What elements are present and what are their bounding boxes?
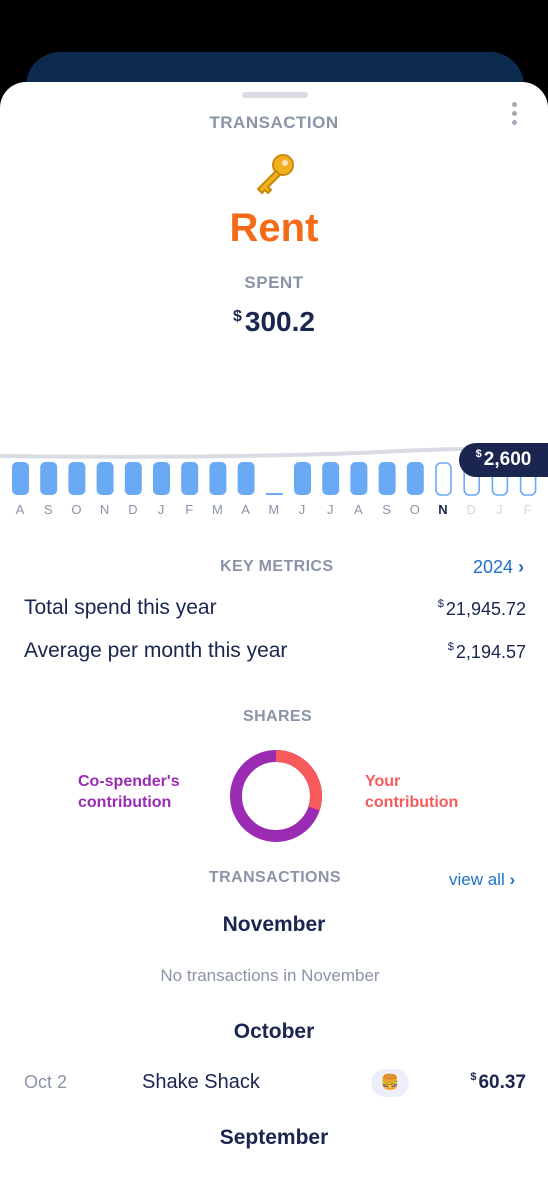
chart-bar[interactable]: [350, 462, 368, 495]
currency-symbol: $: [233, 308, 242, 325]
month-tick-label[interactable]: J: [496, 502, 504, 517]
chart-bar[interactable]: [124, 462, 142, 495]
transaction-amount: $60.37: [470, 1071, 526, 1094]
month-tick-label[interactable]: M: [268, 502, 281, 517]
chart-bar[interactable]: [181, 462, 199, 495]
total-spend-amount: 21,945.72: [445, 599, 526, 619]
year-label: 2024: [473, 557, 514, 577]
your-legend: Your contribution: [365, 771, 458, 813]
month-tick-label[interactable]: A: [241, 502, 251, 517]
transaction-name: Shake Shack: [142, 1071, 260, 1093]
chart-bar[interactable]: [209, 462, 227, 495]
sheet-grabber[interactable]: [242, 92, 308, 98]
average-spend-label: Average per month this year: [24, 639, 288, 662]
spent-value: 300.2: [244, 306, 315, 337]
month-tick-label[interactable]: A: [15, 502, 26, 517]
month-heading-october: October: [233, 1020, 315, 1043]
month-tick-label[interactable]: O: [71, 502, 83, 517]
average-spend-value: $2,194.57: [447, 641, 526, 663]
currency-symbol: $: [470, 1071, 477, 1083]
more-options-icon[interactable]: [506, 102, 522, 132]
tooltip-currency: $: [475, 448, 482, 460]
chart-bar[interactable]: [237, 462, 255, 495]
month-tick-label[interactable]: J: [326, 502, 335, 517]
chart-tooltip: $2,600: [459, 443, 548, 477]
month-tick-label[interactable]: F: [185, 502, 195, 517]
co-spender-legend-line2: contribution: [78, 794, 172, 811]
your-legend-line1: Your: [365, 773, 401, 790]
month-heading-november: November: [222, 913, 326, 936]
chart-bar[interactable]: [378, 462, 396, 495]
sheet-eyebrow: TRANSACTION: [209, 113, 339, 132]
month-tick-label[interactable]: J: [157, 502, 166, 517]
view-all-label: view all: [449, 870, 505, 889]
tooltip-value: 2,600: [483, 449, 532, 470]
chart-bar[interactable]: [40, 462, 58, 495]
chart-bar[interactable]: [96, 462, 114, 495]
month-tick-label[interactable]: M: [211, 502, 224, 517]
transaction-date: Oct 2: [24, 1072, 68, 1092]
view-all-link[interactable]: view all ›: [449, 870, 515, 890]
your-share-arc: [230, 750, 322, 842]
month-tick-label[interactable]: O: [409, 502, 421, 517]
year-selector[interactable]: 2024 ›: [473, 557, 524, 578]
spent-label: SPENT: [244, 273, 304, 292]
shares-heading: SHARES: [243, 708, 313, 725]
chart-bar[interactable]: [435, 462, 452, 496]
transactions-heading: TRANSACTIONS: [209, 869, 341, 886]
month-tick-label[interactable]: J: [298, 502, 307, 517]
key-metrics-heading: KEY METRICS: [220, 558, 334, 575]
chart-bar[interactable]: [12, 462, 29, 495]
burger-icon: 🍔: [371, 1069, 409, 1097]
co-spender-legend: Co-spender's contribution: [78, 771, 180, 813]
transaction-sheet: TRANSACTION Rent SPENT $300.2 $2,600 A S O…: [0, 82, 548, 1184]
chart-bar[interactable]: [294, 462, 311, 495]
month-tick-label[interactable]: F: [523, 502, 533, 517]
average-spend-amount: 2,194.57: [455, 642, 526, 662]
month-tick-label[interactable]: S: [382, 502, 392, 517]
co-spender-legend-line1: Co-spender's: [78, 773, 180, 790]
chart-bar[interactable]: [265, 493, 283, 495]
month-heading-september: September: [219, 1126, 329, 1149]
empty-month-note: No transactions in November: [160, 966, 380, 985]
month-tick-label[interactable]: N: [99, 502, 111, 517]
monthly-spend-chart[interactable]: [0, 372, 548, 512]
total-spend-value: $21,945.72: [437, 598, 526, 620]
total-spend-label: Total spend this year: [24, 596, 217, 619]
spent-amount: $300.2: [0, 306, 548, 338]
month-tick-label[interactable]: A: [354, 502, 364, 517]
shares-donut-chart: [230, 750, 322, 842]
currency-symbol: $: [447, 641, 454, 653]
chart-bar[interactable]: [153, 462, 170, 495]
your-legend-line2: contribution: [365, 794, 459, 811]
chevron-right-icon: ›: [518, 557, 525, 577]
currency-symbol: $: [437, 598, 444, 610]
chart-bar[interactable]: [68, 462, 86, 495]
month-tick-label[interactable]: D: [128, 502, 139, 517]
chart-bar[interactable]: [406, 462, 424, 495]
month-tick-label[interactable]: S: [43, 502, 54, 517]
key-icon: [257, 154, 294, 194]
month-tick-label[interactable]: N: [438, 502, 449, 517]
transaction-title: Rent: [229, 206, 319, 250]
transaction-amount-value: 60.37: [478, 1072, 526, 1093]
month-tick-label[interactable]: D: [466, 502, 477, 517]
chart-bar[interactable]: [322, 462, 340, 495]
chevron-right-icon: ›: [509, 870, 516, 889]
